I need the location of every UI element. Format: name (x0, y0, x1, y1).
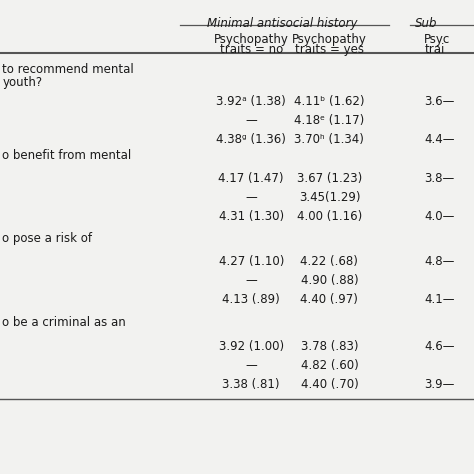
Text: Minimal antisocial history: Minimal antisocial history (207, 17, 357, 29)
Text: trai: trai (424, 43, 445, 55)
Text: 4.38ᵍ (1.36): 4.38ᵍ (1.36) (216, 133, 286, 146)
Text: 3.6—: 3.6— (424, 95, 455, 108)
Text: 4.13 (.89): 4.13 (.89) (222, 293, 280, 306)
Text: —: — (246, 274, 257, 287)
Text: —: — (246, 191, 257, 203)
Text: 4.4—: 4.4— (424, 133, 455, 146)
Text: o pose a risk of: o pose a risk of (2, 232, 92, 245)
Text: 4.8—: 4.8— (424, 255, 455, 268)
Text: 3.8—: 3.8— (424, 172, 455, 184)
Text: Psychopathy: Psychopathy (214, 33, 289, 46)
Text: traits = yes: traits = yes (295, 43, 364, 55)
Text: 4.00 (1.16): 4.00 (1.16) (297, 210, 362, 222)
Text: 4.27 (1.10): 4.27 (1.10) (219, 255, 284, 268)
Text: 3.78 (.83): 3.78 (.83) (301, 340, 358, 353)
Text: 4.22 (.68): 4.22 (.68) (301, 255, 358, 268)
Text: traits = no: traits = no (219, 43, 283, 55)
Text: Psychopathy: Psychopathy (292, 33, 367, 46)
Text: 4.0—: 4.0— (424, 210, 455, 222)
Text: 3.92 (1.00): 3.92 (1.00) (219, 340, 284, 353)
Text: 4.11ᵇ (1.62): 4.11ᵇ (1.62) (294, 95, 365, 108)
Text: to recommend mental: to recommend mental (2, 63, 134, 75)
Text: 4.40 (.70): 4.40 (.70) (301, 378, 358, 391)
Text: 3.9—: 3.9— (424, 378, 455, 391)
Text: 3.67 (1.23): 3.67 (1.23) (297, 172, 362, 184)
Text: 3.38 (.81): 3.38 (.81) (222, 378, 280, 391)
Text: 4.90 (.88): 4.90 (.88) (301, 274, 358, 287)
Text: 4.17 (1.47): 4.17 (1.47) (219, 172, 284, 184)
Text: 3.92ᵃ (1.38): 3.92ᵃ (1.38) (216, 95, 286, 108)
Text: 4.18ᵉ (1.17): 4.18ᵉ (1.17) (294, 114, 365, 127)
Text: 4.40 (.97): 4.40 (.97) (301, 293, 358, 306)
Text: 4.6—: 4.6— (424, 340, 455, 353)
Text: —: — (246, 114, 257, 127)
Text: o benefit from mental: o benefit from mental (2, 149, 132, 162)
Text: 3.70ʰ (1.34): 3.70ʰ (1.34) (294, 133, 365, 146)
Text: 4.82 (.60): 4.82 (.60) (301, 359, 358, 372)
Text: 4.31 (1.30): 4.31 (1.30) (219, 210, 284, 222)
Text: Sub: Sub (415, 17, 437, 29)
Text: —: — (246, 359, 257, 372)
Text: Psyc: Psyc (424, 33, 450, 46)
Text: o be a criminal as an: o be a criminal as an (2, 316, 126, 328)
Text: youth?: youth? (2, 76, 43, 89)
Text: 4.1—: 4.1— (424, 293, 455, 306)
Text: 3.45(1.29): 3.45(1.29) (299, 191, 360, 203)
